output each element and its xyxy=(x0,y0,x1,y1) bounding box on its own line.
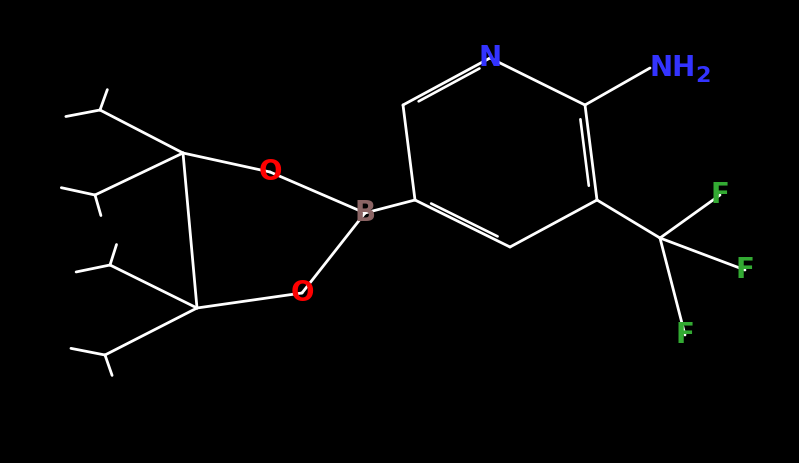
Text: NH: NH xyxy=(650,54,696,82)
Text: O: O xyxy=(258,158,282,186)
Text: N: N xyxy=(479,44,502,72)
Text: F: F xyxy=(710,181,729,209)
Text: F: F xyxy=(736,256,754,284)
Text: O: O xyxy=(290,279,314,307)
Text: F: F xyxy=(676,321,694,349)
Text: B: B xyxy=(355,199,376,227)
Text: 2: 2 xyxy=(696,66,711,86)
